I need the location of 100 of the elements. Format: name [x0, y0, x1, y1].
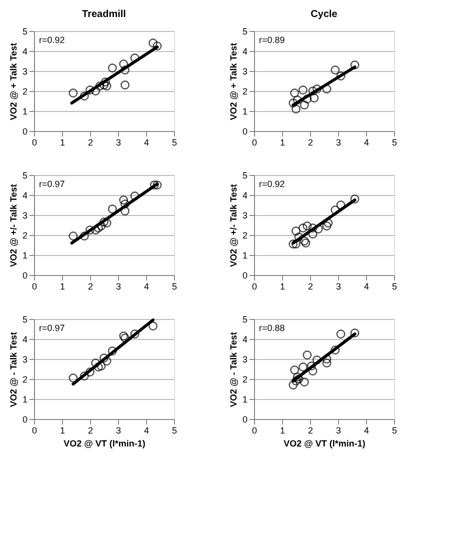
- point: [350, 328, 360, 338]
- x-tick-label: 0: [252, 282, 258, 292]
- chart-title: Cycle: [310, 9, 338, 20]
- point: [94, 362, 103, 372]
- point: [152, 180, 162, 190]
- y-tick-label: 4: [22, 334, 28, 344]
- point: [294, 374, 304, 384]
- point: [292, 104, 300, 114]
- point: [288, 240, 298, 248]
- point: [301, 238, 310, 248]
- y-tick-label: 3: [22, 210, 28, 220]
- x-tick-label: 5: [392, 138, 398, 148]
- point: [292, 376, 300, 386]
- y-tick-label: 2: [22, 374, 28, 384]
- point: [120, 206, 130, 216]
- y-tick-label: 4: [242, 46, 248, 56]
- y-tick-label: 5: [22, 170, 28, 180]
- y-tick-label: 5: [242, 26, 248, 36]
- y-tick-label: 1: [242, 250, 248, 260]
- point: [330, 346, 340, 354]
- point: [120, 334, 130, 342]
- point: [288, 380, 298, 390]
- point: [102, 356, 112, 366]
- y-axis-title: VO2 @ + Talk Test: [8, 42, 18, 120]
- x-axis-title: VO2 @ VT (l*min-1): [284, 438, 366, 448]
- point: [86, 226, 94, 234]
- point: [302, 94, 312, 104]
- point: [292, 372, 302, 382]
- annotation: r=0.92: [259, 179, 285, 189]
- y-tick-label: 3: [242, 210, 248, 220]
- point: [350, 194, 360, 204]
- point: [310, 94, 319, 102]
- x-tick-label: 3: [116, 426, 122, 436]
- point: [298, 362, 308, 372]
- y-tick-label: 3: [242, 354, 248, 364]
- point: [86, 86, 94, 94]
- y-tick-label: 3: [22, 66, 28, 76]
- point: [312, 84, 322, 94]
- y-axis-title: VO2 @ - Talk Test: [8, 332, 18, 407]
- x-tick-label: 4: [144, 426, 150, 436]
- annotation: r=0.97: [39, 179, 65, 189]
- point: [300, 236, 309, 246]
- point: [312, 356, 322, 364]
- point: [292, 96, 302, 104]
- x-tick-label: 4: [364, 138, 370, 148]
- annotation: r=0.92: [39, 35, 65, 45]
- x-tick-label: 3: [336, 282, 342, 292]
- point: [308, 224, 318, 232]
- x-tick-label: 4: [144, 138, 150, 148]
- point: [324, 218, 333, 228]
- y-tick-label: 2: [22, 230, 28, 240]
- y-tick-label: 5: [242, 314, 248, 324]
- point: [94, 224, 103, 232]
- point: [100, 354, 108, 362]
- point: [80, 372, 89, 380]
- point: [120, 200, 130, 208]
- x-tick-label: 1: [60, 282, 66, 292]
- point: [322, 354, 332, 364]
- point: [298, 224, 308, 232]
- point: [300, 100, 309, 110]
- y-tick-label: 1: [242, 106, 248, 116]
- x-tick-label: 1: [60, 426, 66, 436]
- point: [130, 54, 140, 62]
- point: [96, 362, 106, 370]
- x-tick-label: 5: [172, 426, 178, 436]
- point: [290, 366, 300, 374]
- x-tick-label: 0: [32, 138, 38, 148]
- point: [102, 82, 112, 90]
- point: [91, 86, 100, 96]
- point: [130, 192, 140, 200]
- x-tick-label: 3: [116, 282, 122, 292]
- point: [148, 322, 158, 330]
- point: [100, 78, 110, 86]
- y-tick-label: 1: [22, 394, 28, 404]
- point: [306, 362, 316, 370]
- point: [336, 72, 346, 80]
- point: [108, 346, 117, 356]
- x-axis-title: VO2 @ VT (l*min-1): [64, 438, 146, 448]
- x-tick-label: 1: [280, 426, 286, 436]
- y-tick-label: 5: [242, 170, 248, 180]
- point: [100, 218, 108, 226]
- x-tick-label: 4: [364, 282, 370, 292]
- point: [119, 60, 128, 68]
- y-tick-label: 4: [22, 190, 28, 200]
- point: [80, 232, 89, 240]
- point: [148, 38, 158, 48]
- x-tick-label: 4: [144, 282, 150, 292]
- x-tick-label: 0: [252, 138, 258, 148]
- x-tick-label: 3: [116, 138, 122, 148]
- point: [108, 64, 117, 72]
- y-tick-label: 2: [242, 230, 248, 240]
- y-tick-label: 0: [22, 414, 28, 424]
- point: [290, 88, 300, 98]
- x-tick-label: 1: [280, 282, 286, 292]
- y-tick-label: 2: [242, 374, 248, 384]
- x-tick-label: 5: [172, 138, 178, 148]
- y-tick-label: 4: [22, 46, 28, 56]
- y-axis-title: VO2 @ +/- Talk Test: [8, 184, 18, 267]
- y-tick-label: 2: [242, 86, 248, 96]
- y-tick-label: 1: [242, 394, 248, 404]
